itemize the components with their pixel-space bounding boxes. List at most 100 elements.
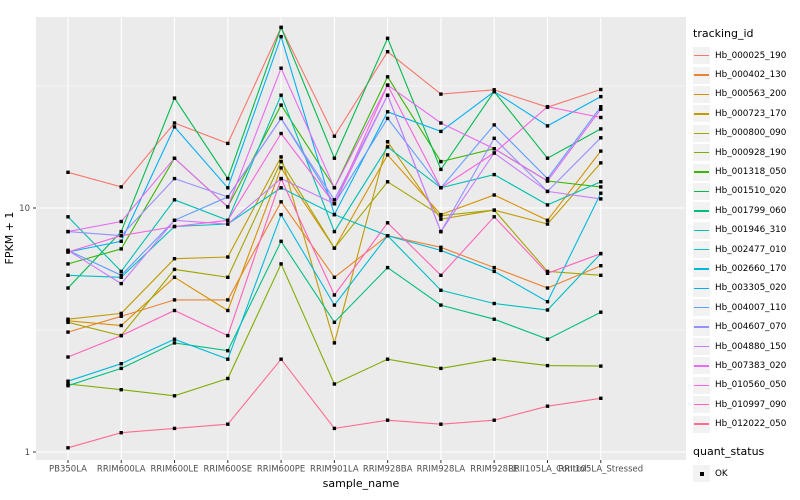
data-point: [332, 426, 337, 431]
legend-key-line-icon: [694, 248, 709, 251]
data-point: [599, 115, 603, 120]
data-point: [172, 341, 177, 345]
data-point: [119, 362, 123, 366]
data-point: [439, 366, 443, 371]
data-point: [279, 186, 283, 190]
data-point: [439, 288, 443, 292]
data-point: [226, 333, 230, 338]
data-point: [172, 176, 177, 181]
data-point: [332, 229, 337, 234]
data-point: [172, 267, 177, 272]
data-point: [172, 257, 177, 261]
legend-key-swatch: [693, 241, 710, 259]
legend-key-line-icon: [694, 287, 709, 290]
data-point: [332, 246, 337, 250]
legend-item-Hb_001799_060: Hb_001799_060: [693, 201, 799, 220]
legend-key-line-icon: [694, 74, 709, 76]
legend-item-label: Hb_000025_190: [715, 50, 787, 61]
minor-gridlines: [36, 85, 686, 331]
legend-items: Hb_000025_190 Hb_000402_130 Hb_000563_200 H…: [693, 46, 799, 434]
legend-item-label: Hb_007383_020: [715, 360, 787, 371]
data-point: [492, 215, 496, 219]
data-point: [332, 186, 337, 190]
y-tick-label: 1: [25, 448, 30, 458]
data-point: [226, 255, 230, 259]
data-point: [119, 333, 123, 338]
data-point: [119, 366, 123, 371]
legend-key-line-icon: [694, 307, 709, 309]
data-point: [172, 224, 177, 229]
data-point: [599, 94, 603, 99]
data-point: [332, 303, 337, 307]
data-point: [226, 275, 230, 279]
data-point: [332, 134, 337, 138]
data-point: [279, 116, 283, 121]
legend-item-label: Hb_001799_060: [715, 205, 787, 216]
data-point: [599, 149, 603, 153]
legend-item-label: Hb_001318_050: [715, 167, 787, 178]
legend-item-label: Hb_000563_200: [715, 89, 787, 100]
x-tick-label: RRII105LA_Stressed: [558, 465, 643, 475]
data-point: [385, 265, 390, 270]
data-point: [332, 293, 337, 297]
data-point: [599, 180, 603, 184]
data-point: [332, 202, 337, 206]
x-tick-label: RRIM901LA: [310, 465, 359, 475]
x-tick-label: RRII105LA_Control: [508, 465, 587, 475]
data-point: [385, 234, 390, 238]
legend-title-quant-status: quant_status: [693, 444, 765, 458]
legend-item-Hb_002477_010: Hb_002477_010: [693, 240, 799, 259]
data-point: [119, 269, 123, 274]
data-point: [279, 176, 283, 181]
data-point: [599, 105, 603, 109]
legend-key-swatch: [693, 221, 710, 239]
data-point: [385, 83, 390, 87]
data-point: [492, 317, 496, 321]
legend-key-line-icon: [694, 423, 709, 425]
data-point: [545, 363, 550, 368]
data-point: [119, 239, 123, 243]
data-point: [66, 250, 70, 254]
major-gridlines: [36, 17, 686, 460]
data-point: [599, 264, 603, 268]
data-point: [599, 107, 603, 111]
data-point: [492, 89, 496, 94]
legend-key-line-icon: [694, 384, 709, 387]
data-point: [119, 247, 123, 251]
data-point: [545, 404, 550, 408]
data-point: [66, 273, 70, 277]
data-point: [599, 161, 603, 165]
legend-item-Hb_001946_310: Hb_001946_310: [693, 221, 799, 240]
data-points: [66, 25, 603, 450]
legend-key-swatch: [693, 376, 710, 394]
data-point: [545, 179, 550, 183]
legend-key-line-icon: [694, 93, 709, 96]
data-point: [599, 310, 603, 314]
data-point: [492, 357, 496, 361]
x-tick-label: RRIM928BA: [363, 465, 413, 475]
legend-key-swatch: [693, 415, 710, 433]
data-point: [439, 159, 443, 164]
data-point: [279, 34, 283, 39]
legend-key-swatch: [693, 124, 710, 142]
data-point: [226, 376, 230, 381]
legend-item-label: Hb_002477_010: [715, 244, 787, 255]
legend-key-swatch: [693, 338, 710, 356]
x-tick-label: RRIM600PE: [257, 465, 305, 475]
legend-item-Hb_012022_050: Hb_012022_050: [693, 414, 799, 433]
data-point: [439, 229, 443, 234]
legend-item-Hb_000563_200: Hb_000563_200: [693, 85, 799, 104]
data-point: [439, 273, 443, 277]
legend-item-Hb_000402_130: Hb_000402_130: [693, 65, 799, 84]
legend-key-swatch: [693, 163, 710, 181]
legend-item-Hb_002660_170: Hb_002660_170: [693, 259, 799, 278]
legend-key-swatch: [693, 85, 710, 103]
data-point: [492, 136, 496, 140]
data-point: [385, 221, 390, 225]
data-point: [492, 172, 496, 177]
x-tick-label: RRIM600LE: [151, 465, 199, 475]
data-point: [66, 320, 70, 324]
legend-key-line-icon: [694, 210, 709, 212]
legend-key-swatch: [693, 66, 710, 84]
